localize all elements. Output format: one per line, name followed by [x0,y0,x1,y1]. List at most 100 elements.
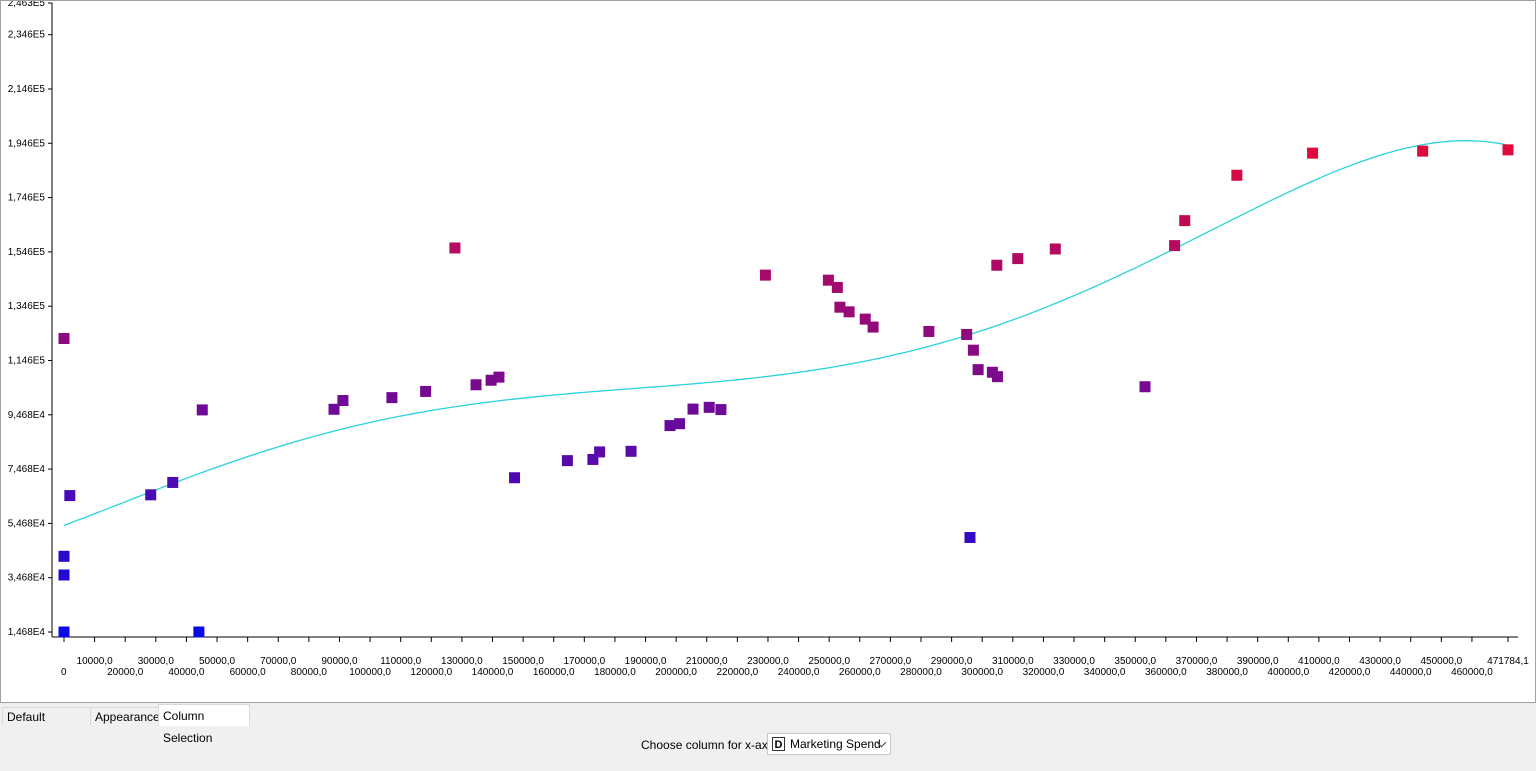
data-point [594,446,606,458]
x-tick-label: 410000,0 [1298,656,1340,667]
double-column-icon: D [772,737,785,751]
data-point [867,321,879,333]
x-tick-label: 280000,0 [900,667,942,678]
x-tick-label: 460000,0 [1451,667,1493,678]
data-point [64,490,76,502]
selected-column-name: Marketing Spend [790,737,881,751]
x-tick-label: 471784,1 [1487,656,1529,667]
data-point [625,445,637,457]
data-point [674,418,686,430]
data-point [1012,253,1024,265]
data-point [58,569,70,581]
data-point [420,385,432,397]
y-tick-label: 9,468E4 [8,410,46,421]
y-tick-label: 1,346E5 [8,301,46,312]
data-point [759,269,771,281]
x-tick-label: 230000,0 [747,656,789,667]
x-tick-label: 380000,0 [1206,667,1248,678]
data-point [509,472,521,484]
data-point [964,531,976,543]
x-tick-label: 0 [61,667,67,678]
data-point [1502,144,1514,156]
y-tick-label: 1,546E5 [8,247,46,258]
chart-area: 1,468E4 3,468E4 5,468E4 7,468E4 9,468E4 1,146… [0,0,1536,703]
data-point [1231,169,1243,181]
x-tick-label: 310000,0 [992,656,1034,667]
data-point [386,392,398,404]
x-tick-label: 260000,0 [839,667,881,678]
x-tick-label: 270000,0 [870,656,912,667]
y-tick-label: 2,463E5 [8,1,46,9]
tab-column-selection[interactable]: Column Selection [158,704,250,745]
data-point [715,404,727,416]
data-point [196,404,208,416]
y-tick-label: 1,146E5 [8,355,46,366]
x-tick-label: 20000,0 [107,667,144,678]
data-point [972,364,984,376]
x-tick-label: 400000,0 [1267,667,1309,678]
x-tick-label: 70000,0 [260,656,297,667]
data-point [1179,215,1191,227]
data-point [493,371,505,383]
y-tick-label: 1,468E4 [8,627,46,638]
regression-curve [63,140,1509,527]
x-tick-label: 10000,0 [77,656,114,667]
xaxis-column-select[interactable]: D Marketing Spend [767,733,891,755]
y-tick-label: 1,946E5 [8,138,46,149]
x-tick-label: 250000,0 [808,656,850,667]
x-tick-label: 90000,0 [321,656,358,667]
data-point [961,328,973,340]
x-tick-label: 30000,0 [138,656,175,667]
data-point [1417,145,1429,157]
x-tick-label: 200000,0 [655,667,697,678]
x-tick-label: 210000,0 [686,656,728,667]
data-point [449,242,461,254]
data-point [1049,243,1061,255]
data-point [167,476,179,488]
x-tick-label: 80000,0 [291,667,328,678]
y-tick-label: 5,468E4 [8,518,46,529]
x-tick-label: 450000,0 [1420,656,1462,667]
data-point [337,395,349,407]
data-point [58,550,70,562]
x-tick-label: 240000,0 [778,667,820,678]
x-tick-label: 140000,0 [472,667,514,678]
data-point [859,313,871,325]
y-tick-label: 7,468E4 [8,464,46,475]
x-tick-label: 110000,0 [380,656,421,667]
x-tick-label: 330000,0 [1053,656,1095,667]
tab-bar: Default Settings Appearance Column Selec… [0,704,1536,745]
tab-appearance[interactable]: Appearance [90,707,160,725]
data-point [470,379,482,391]
x-tick-label: 180000,0 [594,667,636,678]
data-point [1139,381,1151,393]
data-point [58,333,70,345]
x-tick-label: 100000,0 [349,667,391,678]
x-tick-label: 300000,0 [961,667,1003,678]
x-tick-label: 160000,0 [533,667,575,678]
data-point [822,274,834,286]
data-point [58,626,70,638]
x-tick-label: 170000,0 [563,656,605,667]
data-point [664,420,676,432]
data-point [834,301,846,313]
data-point [328,403,340,415]
x-tick-label: 320000,0 [1023,667,1065,678]
x-tick-label: 120000,0 [410,667,452,678]
x-tick-label: 40000,0 [168,667,205,678]
x-tick-label: 290000,0 [931,656,973,667]
data-point [967,344,979,356]
data-point [1307,147,1319,159]
tab-default-settings[interactable]: Default Settings [2,707,91,742]
data-point [145,489,157,501]
y-tick-label: 2,346E5 [8,30,46,41]
x-tick-label: 390000,0 [1237,656,1279,667]
x-tick-label: 360000,0 [1145,667,1187,678]
x-tick-label: 150000,0 [502,656,544,667]
x-tick-label: 420000,0 [1329,667,1371,678]
data-point [1169,240,1181,252]
data-point [687,403,699,415]
y-tick-label: 1,746E5 [8,193,46,204]
x-tick-label: 370000,0 [1176,656,1218,667]
column-selection-panel: Choose column for x-axis D Marketing Spe… [0,725,1536,771]
